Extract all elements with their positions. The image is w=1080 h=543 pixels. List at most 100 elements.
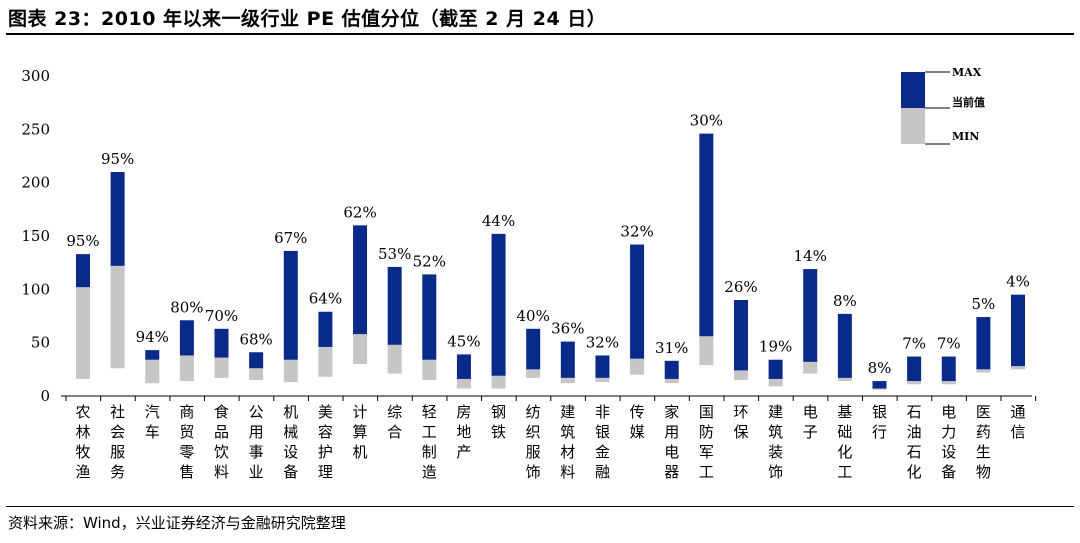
bar-lower-segment	[664, 378, 679, 384]
percentile-label: 52%	[413, 252, 446, 270]
x-category-label: 农林牧渔	[75, 403, 90, 481]
bar-upper-segment	[976, 317, 991, 370]
bar-lower-segment	[837, 377, 852, 382]
bar-upper-segment	[560, 341, 575, 378]
y-axis: 0 50 100 150 200 250 300	[21, 67, 50, 405]
x-category-label: 家用电器	[664, 403, 679, 481]
y-tick-label: 200	[21, 174, 50, 192]
bar-lower-segment	[872, 388, 887, 390]
bar-lower-segment	[76, 287, 90, 379]
x-axis-labels: 农林牧渔 社会服务 汽车 商贸零售 食品饮料 公用事业 机械设备 美容护理 计算机 综合 轻工制造 房…	[61, 395, 1037, 481]
percentile-label: 70%	[205, 307, 238, 325]
percentile-label: 8%	[833, 292, 857, 310]
x-category-label: 电子	[803, 403, 818, 441]
bar-lower-segment	[491, 375, 506, 389]
source-note: 资料来源：Wind，兴业证券经济与金融研究院整理	[8, 514, 346, 532]
bar-lower-segment	[1011, 366, 1026, 370]
legend: MAX 当前值 MIN	[901, 66, 985, 145]
bar-lower-segment	[768, 378, 783, 387]
bar-lower-segment	[733, 370, 748, 380]
bar-upper-segment	[630, 244, 645, 359]
bar-lower-segment	[179, 355, 194, 382]
percentile-label: 95%	[66, 232, 99, 250]
bar-lower-segment	[699, 336, 714, 366]
x-category-label: 国防军工	[699, 403, 714, 481]
bar-upper-segment	[422, 274, 437, 360]
bar-upper-segment	[1011, 294, 1026, 367]
bar-lower-segment	[526, 369, 541, 378]
bar-lower-segment	[595, 377, 610, 383]
x-category-label: 建筑材料	[560, 403, 575, 481]
x-category-label: 基础化工	[837, 403, 852, 481]
bar-lower-segment	[145, 359, 160, 384]
percentile-label: 31%	[655, 339, 688, 357]
x-category-label: 食品饮料	[214, 403, 229, 481]
bar-upper-segment	[318, 311, 333, 347]
percentile-label: 40%	[517, 307, 550, 325]
y-tick-label: 0	[40, 387, 50, 405]
percentile-label: 8%	[868, 359, 892, 377]
percentile-label: 62%	[343, 203, 376, 221]
x-category-label: 通信	[1011, 403, 1026, 441]
x-category-label: 综合	[387, 403, 402, 441]
title-rule	[6, 33, 1074, 35]
x-category-label: 房地产	[456, 403, 471, 461]
x-category-label: 医药生物	[976, 403, 991, 481]
bar-upper-segment	[803, 269, 818, 362]
bar-lower-segment	[318, 346, 333, 377]
bar-upper-segment	[283, 250, 298, 360]
percentile-label: 45%	[447, 332, 480, 350]
x-category-label: 石油石化	[907, 403, 922, 481]
chart-title: 图表 23：2010 年以来一级行业 PE 估值分位（截至 2 月 24 日）	[8, 8, 607, 30]
percentile-label: 14%	[794, 247, 827, 265]
percentile-label: 53%	[378, 245, 411, 263]
bar-lower-segment	[422, 359, 437, 380]
bar-lower-segment	[560, 377, 575, 384]
percentile-label: 68%	[239, 330, 272, 348]
y-tick-label: 50	[31, 334, 50, 352]
bar-lower-segment	[387, 344, 402, 374]
bar-lower-segment	[283, 359, 298, 383]
bar-upper-segment	[872, 381, 887, 389]
bar-upper-segment	[249, 352, 264, 369]
percentile-labels: 95% 95% 94%80% 70%68% 67% 64% 62% 53% 52% 45% 44% 4…	[66, 112, 1030, 377]
percentile-label: 32%	[586, 333, 619, 351]
bar-lower-segment	[110, 265, 125, 369]
bar-lower-segment	[214, 357, 229, 378]
x-category-label: 非银金融	[595, 403, 610, 481]
percentile-label: 4%	[1006, 273, 1030, 291]
x-category-label: 机械设备	[283, 403, 298, 481]
y-tick-label: 150	[21, 227, 50, 245]
bar-upper-segment	[214, 328, 229, 358]
x-category-label: 钢铁	[491, 403, 506, 441]
percentile-label: 80%	[170, 298, 203, 316]
percentile-label: 5%	[971, 295, 995, 313]
bar-lower-segment	[249, 368, 264, 380]
bar-upper-segment	[595, 355, 610, 378]
percentile-label: 19%	[759, 338, 792, 356]
x-category-label: 轻工制造	[422, 403, 437, 481]
y-tick-label: 100	[21, 280, 50, 298]
bar-upper-segment	[733, 300, 748, 371]
x-category-label: 环保	[733, 403, 748, 441]
bar-upper-segment	[941, 356, 956, 382]
bar-upper-segment	[110, 172, 125, 266]
bar-lower-segment	[353, 334, 368, 364]
legend-lower-swatch	[901, 108, 925, 144]
x-category-label: 社会服务	[110, 403, 125, 481]
percentile-label: 7%	[902, 335, 926, 353]
bar-lower-segment	[630, 358, 645, 375]
percentile-label: 95%	[101, 150, 134, 168]
bar-upper-segment	[837, 313, 852, 378]
bar-upper-segment	[664, 360, 679, 379]
bar-lower-segment	[803, 361, 818, 374]
percentile-label: 7%	[937, 335, 961, 353]
percentile-label: 26%	[724, 278, 757, 296]
bar-lower-segment	[907, 381, 922, 385]
bar-lower-segment	[456, 378, 471, 389]
legend-min-label: MIN	[952, 130, 979, 143]
x-category-label: 建筑装饰	[768, 403, 783, 481]
bars	[76, 133, 1026, 390]
bar-upper-segment	[456, 354, 471, 379]
